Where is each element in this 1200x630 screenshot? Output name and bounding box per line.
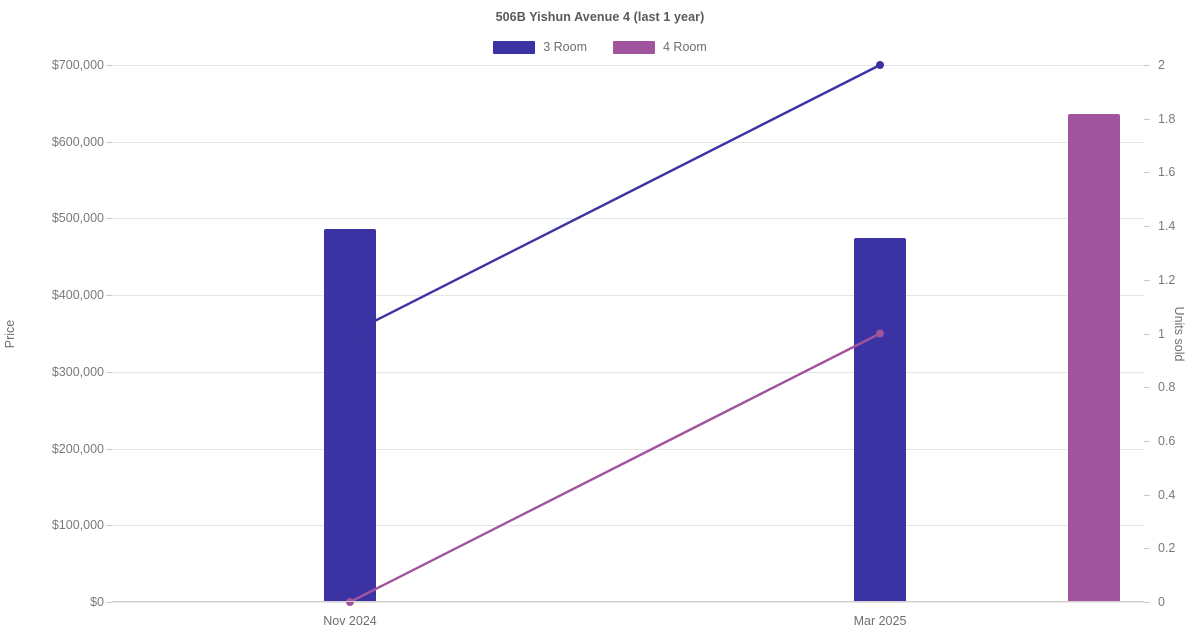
y-axis-left-tick-mark bbox=[106, 295, 112, 297]
legend-swatch-icon bbox=[613, 41, 655, 54]
legend-item-4-room[interactable]: 4 Room bbox=[613, 41, 707, 54]
y-axis-right-tick-label: 1.8 bbox=[1158, 111, 1176, 126]
y-axis-right-tick-mark bbox=[1144, 172, 1150, 174]
chart-title: 506B Yishun Avenue 4 (last 1 year) bbox=[495, 10, 705, 24]
y-axis-left-tick-mark bbox=[106, 525, 112, 527]
bar[interactable] bbox=[323, 228, 376, 601]
x-axis-baseline bbox=[112, 601, 1144, 602]
y-axis-left-tick-label: $300,000 bbox=[51, 364, 104, 379]
y-axis-right-tick-label: 2 bbox=[1158, 58, 1165, 72]
y-axis-right-tick-label: 0.2 bbox=[1158, 541, 1176, 556]
y-axis-right-tick-mark bbox=[1144, 118, 1150, 120]
gridline bbox=[112, 295, 1144, 297]
y-axis-left-tick-label: $600,000 bbox=[51, 134, 104, 149]
y-axis-right-tick-mark bbox=[1144, 333, 1150, 335]
line-path bbox=[348, 63, 882, 335]
legend-item-3-room[interactable]: 3 Room bbox=[493, 41, 587, 54]
bar[interactable] bbox=[854, 238, 906, 601]
y-axis-left: Price $0 $100,000 $200,000 $300,000 $400,000… bbox=[0, 0, 112, 630]
y-axis-left-tick-mark bbox=[106, 218, 112, 220]
y-axis-left-tick-mark bbox=[106, 448, 112, 450]
gridline bbox=[112, 218, 1144, 220]
y-axis-right-tick-label: 0.8 bbox=[1158, 380, 1176, 395]
y-axis-left-tick-mark bbox=[106, 371, 112, 373]
y-axis-right-tick-mark bbox=[1144, 548, 1150, 550]
y-axis-right-tick-label: 1.2 bbox=[1158, 272, 1176, 287]
y-axis-right-tick-label: 1.4 bbox=[1158, 219, 1176, 234]
y-axis-left-tick-label: $500,000 bbox=[51, 211, 104, 226]
y-axis-right-tick-mark bbox=[1144, 387, 1150, 389]
gridline bbox=[112, 448, 1144, 450]
y-axis-right-tick-mark bbox=[1144, 65, 1150, 66]
y-axis-right-tick-label: 1.6 bbox=[1158, 165, 1176, 180]
y-axis-right-tick-mark bbox=[1144, 602, 1150, 603]
y-axis-right-title: Units sold bbox=[1172, 306, 1186, 362]
x-axis: Nov 2024 Mar 2025 bbox=[0, 603, 1200, 630]
y-axis-left-tick-mark bbox=[106, 602, 112, 603]
legend-label: 4 Room bbox=[663, 40, 707, 54]
y-axis-left-tick-mark bbox=[106, 141, 112, 143]
y-axis-left-tick-label: $200,000 bbox=[51, 441, 104, 456]
y-axis-right-tick-label: 0.6 bbox=[1158, 433, 1176, 448]
legend-label: 3 Room bbox=[543, 40, 587, 54]
y-axis-left-tick-label: $0 bbox=[90, 595, 104, 609]
y-axis-left-tick-label: $100,000 bbox=[51, 518, 104, 533]
y-axis-left-title: Price bbox=[3, 319, 17, 349]
y-axis-right-tick-mark bbox=[1144, 226, 1150, 228]
gridline bbox=[112, 371, 1144, 373]
gridline bbox=[112, 65, 1144, 66]
y-axis-right-tick-label: 1 bbox=[1158, 326, 1165, 341]
y-axis-right-tick-mark bbox=[1144, 279, 1150, 281]
legend-swatch-icon bbox=[493, 41, 536, 54]
y-axis-right-tick-mark bbox=[1144, 440, 1150, 442]
plot-area bbox=[112, 61, 1144, 606]
y-axis-left-tick-mark bbox=[106, 65, 112, 66]
y-axis-right-tick-label: 0 bbox=[1158, 595, 1165, 609]
x-axis-tick-label: Mar 2025 bbox=[853, 614, 907, 628]
y-axis-left-tick-label: $400,000 bbox=[51, 288, 104, 303]
y-axis-right-tick-label: 0.4 bbox=[1158, 487, 1176, 502]
x-axis-tick-label: Nov 2024 bbox=[323, 614, 377, 628]
line-series-group bbox=[345, 61, 885, 606]
gridline bbox=[112, 525, 1144, 527]
line-path bbox=[348, 332, 882, 604]
bar[interactable] bbox=[1068, 113, 1120, 601]
chart-legend: 3 Room 4 Room bbox=[0, 41, 1200, 54]
y-axis-right: 0 0.2 0.4 0.6 0.8 1 1.2 1.4 1.6 1.8 2 bbox=[1144, 0, 1200, 630]
y-axis-left-tick-label: $700,000 bbox=[51, 58, 104, 72]
gridline bbox=[112, 141, 1144, 143]
y-axis-right-tick-mark bbox=[1144, 494, 1150, 496]
